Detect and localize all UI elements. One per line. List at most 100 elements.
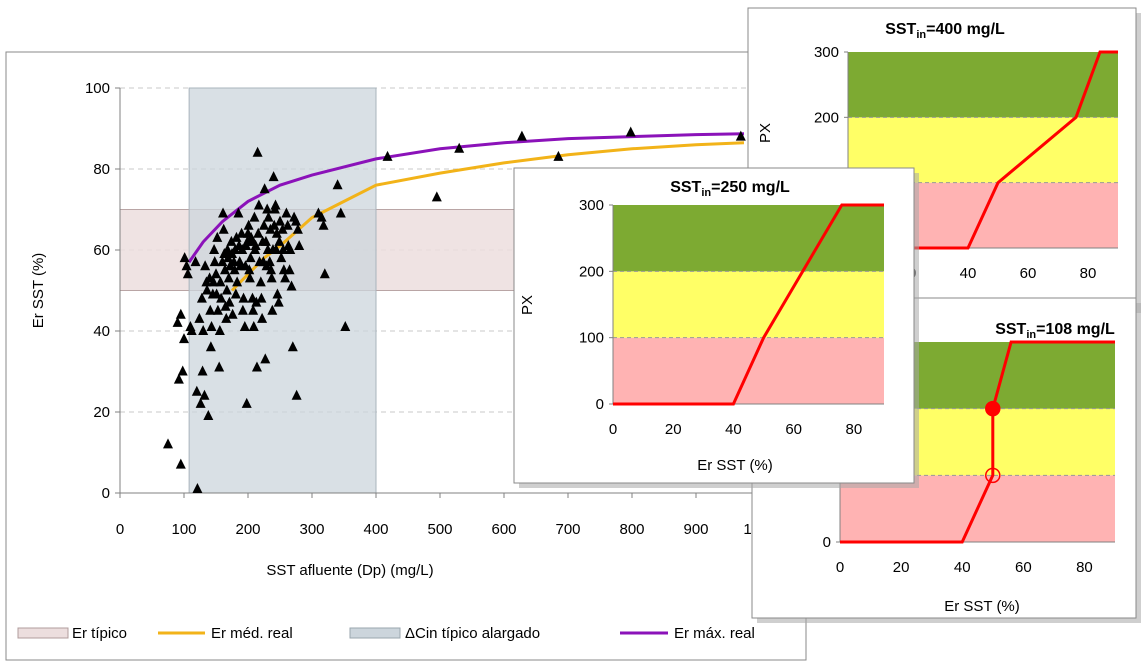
- data-point: [382, 150, 393, 161]
- inset-x-tick-label: 0: [609, 421, 617, 438]
- data-point: [212, 231, 223, 242]
- data-point: [244, 264, 255, 275]
- data-point: [253, 199, 264, 210]
- data-point: [209, 244, 220, 254]
- data-point: [232, 276, 243, 287]
- data-point: [233, 207, 244, 218]
- data-point: [332, 179, 343, 190]
- data-point: [285, 244, 296, 254]
- inset-title: SSTin=250 mg/L: [670, 179, 790, 199]
- data-point: [271, 244, 282, 254]
- y-tick-label: 80: [93, 161, 110, 178]
- data-point: [214, 361, 225, 372]
- data-point: [335, 207, 346, 218]
- data-point: [218, 223, 229, 234]
- inset-x-tick-label: 40: [725, 421, 742, 438]
- x-tick-label: 300: [299, 521, 324, 538]
- inset-x-tick-label: 80: [1080, 265, 1097, 282]
- data-point: [234, 256, 245, 267]
- data-point: [260, 353, 271, 364]
- data-point: [275, 215, 285, 226]
- data-point: [205, 341, 216, 352]
- inset-x-tick-label: 80: [1076, 559, 1093, 576]
- data-point: [211, 268, 221, 279]
- legend-label: Er máx. real: [674, 625, 755, 642]
- data-point: [263, 211, 274, 222]
- data-point: [217, 256, 228, 267]
- data-point: [251, 296, 262, 307]
- x-tick-label: 700: [555, 521, 580, 538]
- inset-y-axis-title: PX: [519, 295, 536, 315]
- data-point: [197, 365, 208, 376]
- data-point: [248, 320, 259, 331]
- data-point: [316, 211, 327, 222]
- inset-band-1: [613, 271, 884, 338]
- data-point: [281, 207, 292, 218]
- data-point: [172, 316, 183, 327]
- inset-y-tick-label: 300: [814, 44, 839, 61]
- data-point: [250, 239, 261, 250]
- inset-x-tick-label: 60: [1015, 559, 1032, 576]
- data-point: [253, 227, 264, 238]
- inset-x-axis-title: Er SST (%): [697, 457, 773, 474]
- inset-x-axis-title: Er SST (%): [944, 598, 1020, 615]
- series-line-1: [187, 132, 745, 263]
- legend-label: Er típico: [72, 625, 127, 642]
- title-rest: =108 mg/L: [1036, 321, 1115, 338]
- data-point: [735, 130, 746, 141]
- data-point: [219, 264, 230, 275]
- legend: Er típico Er méd. real ΔCin típico alargad…: [17, 625, 755, 642]
- data-point: [252, 146, 263, 157]
- data-point: [198, 325, 209, 335]
- data-point: [179, 333, 189, 344]
- title-main: SST: [885, 21, 916, 38]
- data-point: [259, 219, 269, 230]
- inset-x-tick-label: 60: [1020, 265, 1037, 282]
- data-point: [223, 272, 234, 283]
- y-tick-label: 100: [85, 80, 110, 97]
- inset-x-tick-label: 40: [960, 265, 977, 282]
- y-axis-title: Er SST (%): [30, 253, 47, 329]
- data-point: [294, 239, 305, 250]
- title-rest: =400 mg/L: [926, 21, 1005, 38]
- inset-series-line-0: [848, 50, 1118, 250]
- data-point: [246, 231, 257, 242]
- x-tick-label: 900: [683, 521, 708, 538]
- data-point: [199, 389, 210, 400]
- data-point: [257, 312, 268, 323]
- title-subscript: in: [701, 187, 711, 199]
- legend-label: Er méd. real: [211, 625, 293, 642]
- data-point: [203, 410, 214, 421]
- data-point: [238, 292, 249, 303]
- data-point: [244, 272, 255, 283]
- x-tick-label: 500: [427, 521, 452, 538]
- data-point: [245, 252, 256, 263]
- data-point: [267, 304, 278, 315]
- x-tick-label: 100: [171, 521, 196, 538]
- inset-band-2: [613, 205, 884, 272]
- inset-series-line-0: [613, 203, 884, 406]
- band-delta-cin: [188, 87, 377, 494]
- data-point: [273, 296, 284, 307]
- data-point: [202, 284, 213, 295]
- data-point: [221, 312, 232, 323]
- inset-y-tick-label: 200: [579, 263, 604, 280]
- title-subscript: in: [1026, 329, 1036, 341]
- data-point: [191, 385, 202, 396]
- data-point: [196, 292, 207, 303]
- data-point: [222, 244, 233, 254]
- data-point: [194, 312, 205, 323]
- data-point: [318, 219, 329, 230]
- data-point: [278, 244, 289, 254]
- inset-y-tick-label: 0: [596, 396, 604, 413]
- x-tick-label: 400: [363, 521, 388, 538]
- data-point: [280, 272, 291, 283]
- data-point: [259, 183, 270, 194]
- inset-x-tick-label: 0: [836, 559, 844, 576]
- data-point: [241, 397, 252, 408]
- data-point: [256, 292, 267, 303]
- data-point: [227, 308, 238, 319]
- data-point: [287, 341, 298, 352]
- data-point: [205, 304, 216, 315]
